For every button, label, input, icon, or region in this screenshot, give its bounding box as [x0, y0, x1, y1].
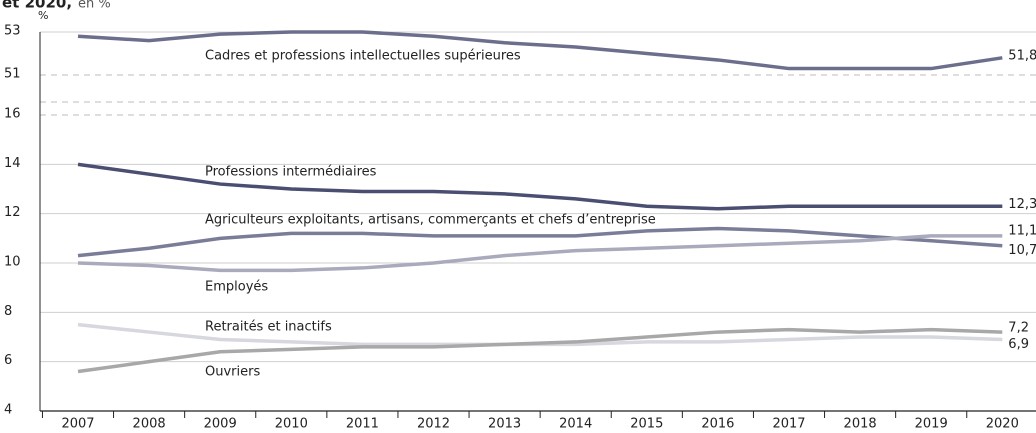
series-line: [77, 30, 1003, 71]
value-label: 12,3: [1008, 197, 1036, 212]
value-label: 11,1: [1008, 223, 1036, 238]
x-tick-label: 2011: [346, 417, 379, 432]
y-tick-label: 8: [4, 304, 12, 319]
y-axis-unit: %: [38, 9, 48, 22]
x-tick-label: 2019: [915, 417, 948, 432]
x-tick-label: 2015: [630, 417, 663, 432]
series-label: Agriculteurs exploitants, artisans, comm…: [205, 213, 656, 228]
x-tick-label: 2008: [133, 417, 166, 432]
x-tick-label: 2010: [275, 417, 308, 432]
x-tick-label: 2014: [559, 417, 592, 432]
y-tick-label: 6: [4, 353, 12, 368]
series-label: Ouvriers: [205, 365, 260, 380]
series-line: [77, 234, 1003, 273]
value-label: 10,7: [1008, 243, 1036, 258]
y-tick-label: 10: [4, 255, 21, 270]
chart-subtitle: en %: [78, 0, 111, 12]
value-label: 7,2: [1008, 321, 1029, 336]
series-label: Cadres et professions intellectuelles su…: [205, 49, 521, 64]
x-tick-label: 2020: [986, 417, 1019, 432]
y-tick-label: 51: [4, 67, 21, 82]
x-tick-label: 2017: [772, 417, 805, 432]
series-label: Retraités et inactifs: [205, 320, 332, 335]
x-tick-label: 2018: [844, 417, 877, 432]
series-label: Employés: [205, 280, 268, 295]
y-tick-label: 4: [4, 403, 12, 418]
x-tick-label: 2007: [61, 417, 94, 432]
series-label: Professions intermédiaires: [205, 165, 377, 180]
series-line: [77, 327, 1003, 374]
series-line: [77, 162, 1003, 211]
chart-title: et 2020,: [2, 0, 72, 12]
series-line: [77, 226, 1003, 258]
y-tick-label: 14: [4, 156, 21, 171]
value-label: 51,8: [1008, 48, 1036, 63]
y-tick-label: 16: [4, 107, 21, 122]
y-tick-label: 12: [4, 205, 21, 220]
value-label: 6,9: [1008, 337, 1029, 352]
y-tick-label: 53: [4, 24, 21, 39]
x-tick-label: 2012: [417, 417, 450, 432]
x-tick-label: 2016: [701, 417, 734, 432]
x-tick-label: 2013: [488, 417, 521, 432]
x-tick-label: 2009: [204, 417, 237, 432]
